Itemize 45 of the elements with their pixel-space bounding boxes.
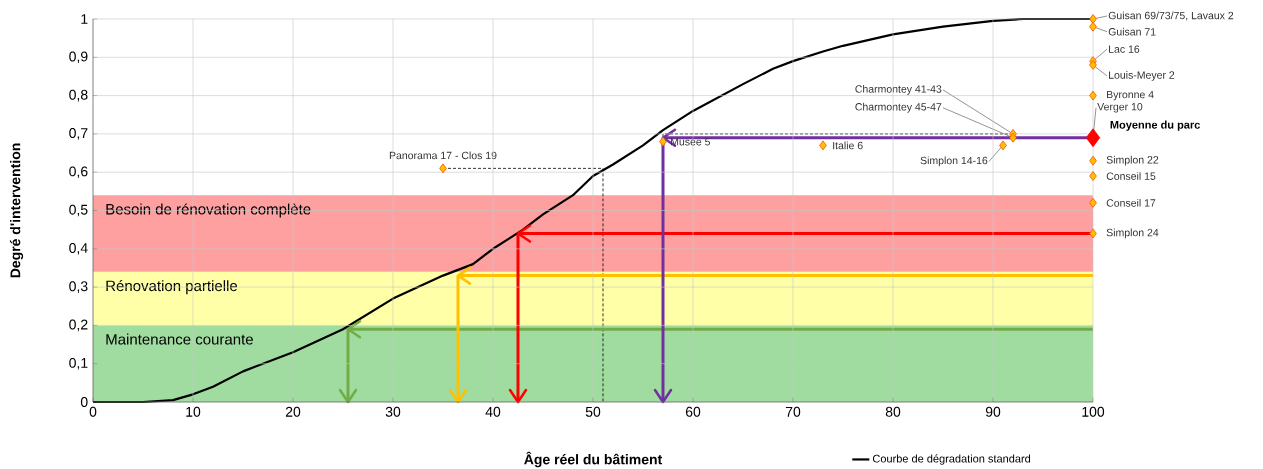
y-axis-title: Degré d'intervention — [9, 143, 24, 278]
x-tick-label: 10 — [186, 406, 201, 417]
annotation: Verger 10 — [1097, 102, 1143, 113]
y-tick-label: 0,9 — [69, 51, 88, 64]
x-tick-label: 70 — [785, 406, 801, 417]
y-tick-label: 0,3 — [69, 281, 88, 293]
x-axis-title: Âge réel du bâtiment — [524, 451, 663, 468]
y-tick-label: 1 — [81, 14, 88, 24]
annotation: Italie 6 — [833, 141, 863, 150]
annotation: Panorama 17 - Clos 19 — [389, 151, 497, 160]
x-tick-label: 60 — [685, 406, 701, 417]
y-tick-label: 0 — [80, 397, 88, 407]
annotation: Charmontey 41-43 — [855, 85, 942, 95]
annotation: Lac 16 — [1109, 45, 1140, 53]
x-tick-label: 100 — [1082, 406, 1105, 417]
series-label: Moyenne du parc — [1110, 120, 1200, 131]
annotation: Conseil 17 — [1106, 198, 1156, 207]
y-tick-label: 0,8 — [69, 89, 88, 102]
annotation: Simplon 14-16 — [920, 156, 988, 167]
band-label: Rénovation partielle — [106, 279, 238, 295]
x-tick-label: 0 — [89, 406, 97, 417]
annotation: Simplon 22 — [1106, 155, 1159, 166]
y-tick-label: 0,7 — [69, 128, 88, 140]
annotation: Byronne 4 — [1107, 90, 1154, 101]
band-label: Maintenance courante — [106, 333, 253, 345]
y-tick-label: 0,2 — [69, 319, 88, 332]
y-tick-label: 0,6 — [69, 166, 88, 178]
annotation: Guisan 69/73/75, Lavaux 2 — [1108, 11, 1234, 21]
legend-label: Courbe de dégradation standard — [872, 454, 1031, 465]
annotation: Conseil 15 — [1106, 172, 1156, 180]
annotation: Charmontey 45-47 — [855, 102, 942, 113]
annotation: Simplon 24 — [1106, 228, 1159, 239]
x-tick-label: 80 — [885, 406, 901, 417]
x-tick-label: 50 — [585, 406, 601, 417]
x-tick-label: 20 — [285, 406, 301, 417]
y-tick-label: 0,4 — [69, 243, 88, 255]
y-tick-label: 0,1 — [69, 357, 88, 370]
x-tick-label: 40 — [485, 406, 501, 417]
annotation: Guisan 71 — [1108, 27, 1156, 36]
x-tick-label: 30 — [385, 406, 401, 417]
annotation: Louis-Meyer 2 — [1109, 71, 1175, 81]
band-label: Besoin de rénovation complète — [106, 203, 311, 218]
y-tick-label: 0,5 — [69, 204, 88, 217]
x-tick-label: 90 — [985, 406, 1001, 417]
annotation: Musée 5 — [671, 137, 711, 146]
